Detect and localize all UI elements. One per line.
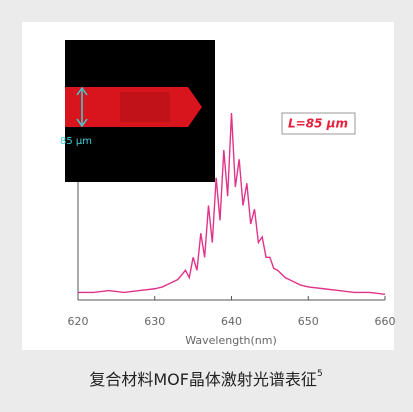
x-tick-label: 640	[221, 315, 242, 328]
x-tick-label: 620	[68, 315, 89, 328]
ticks: 620 630 640 650 660	[68, 296, 396, 328]
crystal-texture	[120, 92, 170, 122]
inset-image: 85 µm	[60, 40, 215, 182]
caption-text: 复合材料MOF晶体激射光谱表征	[89, 370, 317, 389]
x-axis-title: Wavelength(nm)	[185, 334, 277, 347]
caption-ref: 5	[317, 369, 323, 379]
length-label: L=85 µm	[288, 117, 348, 131]
x-tick-label: 630	[144, 315, 165, 328]
length-box	[281, 112, 356, 135]
x-tick-label: 650	[298, 315, 319, 328]
arrow-heads	[76, 86, 88, 128]
x-tick-label: 660	[375, 315, 396, 328]
scale-label: 85 µm	[60, 136, 92, 147]
spectrum-line	[78, 112, 386, 295]
caption: 复合材料MOF晶体激射光谱表征5	[89, 369, 322, 389]
